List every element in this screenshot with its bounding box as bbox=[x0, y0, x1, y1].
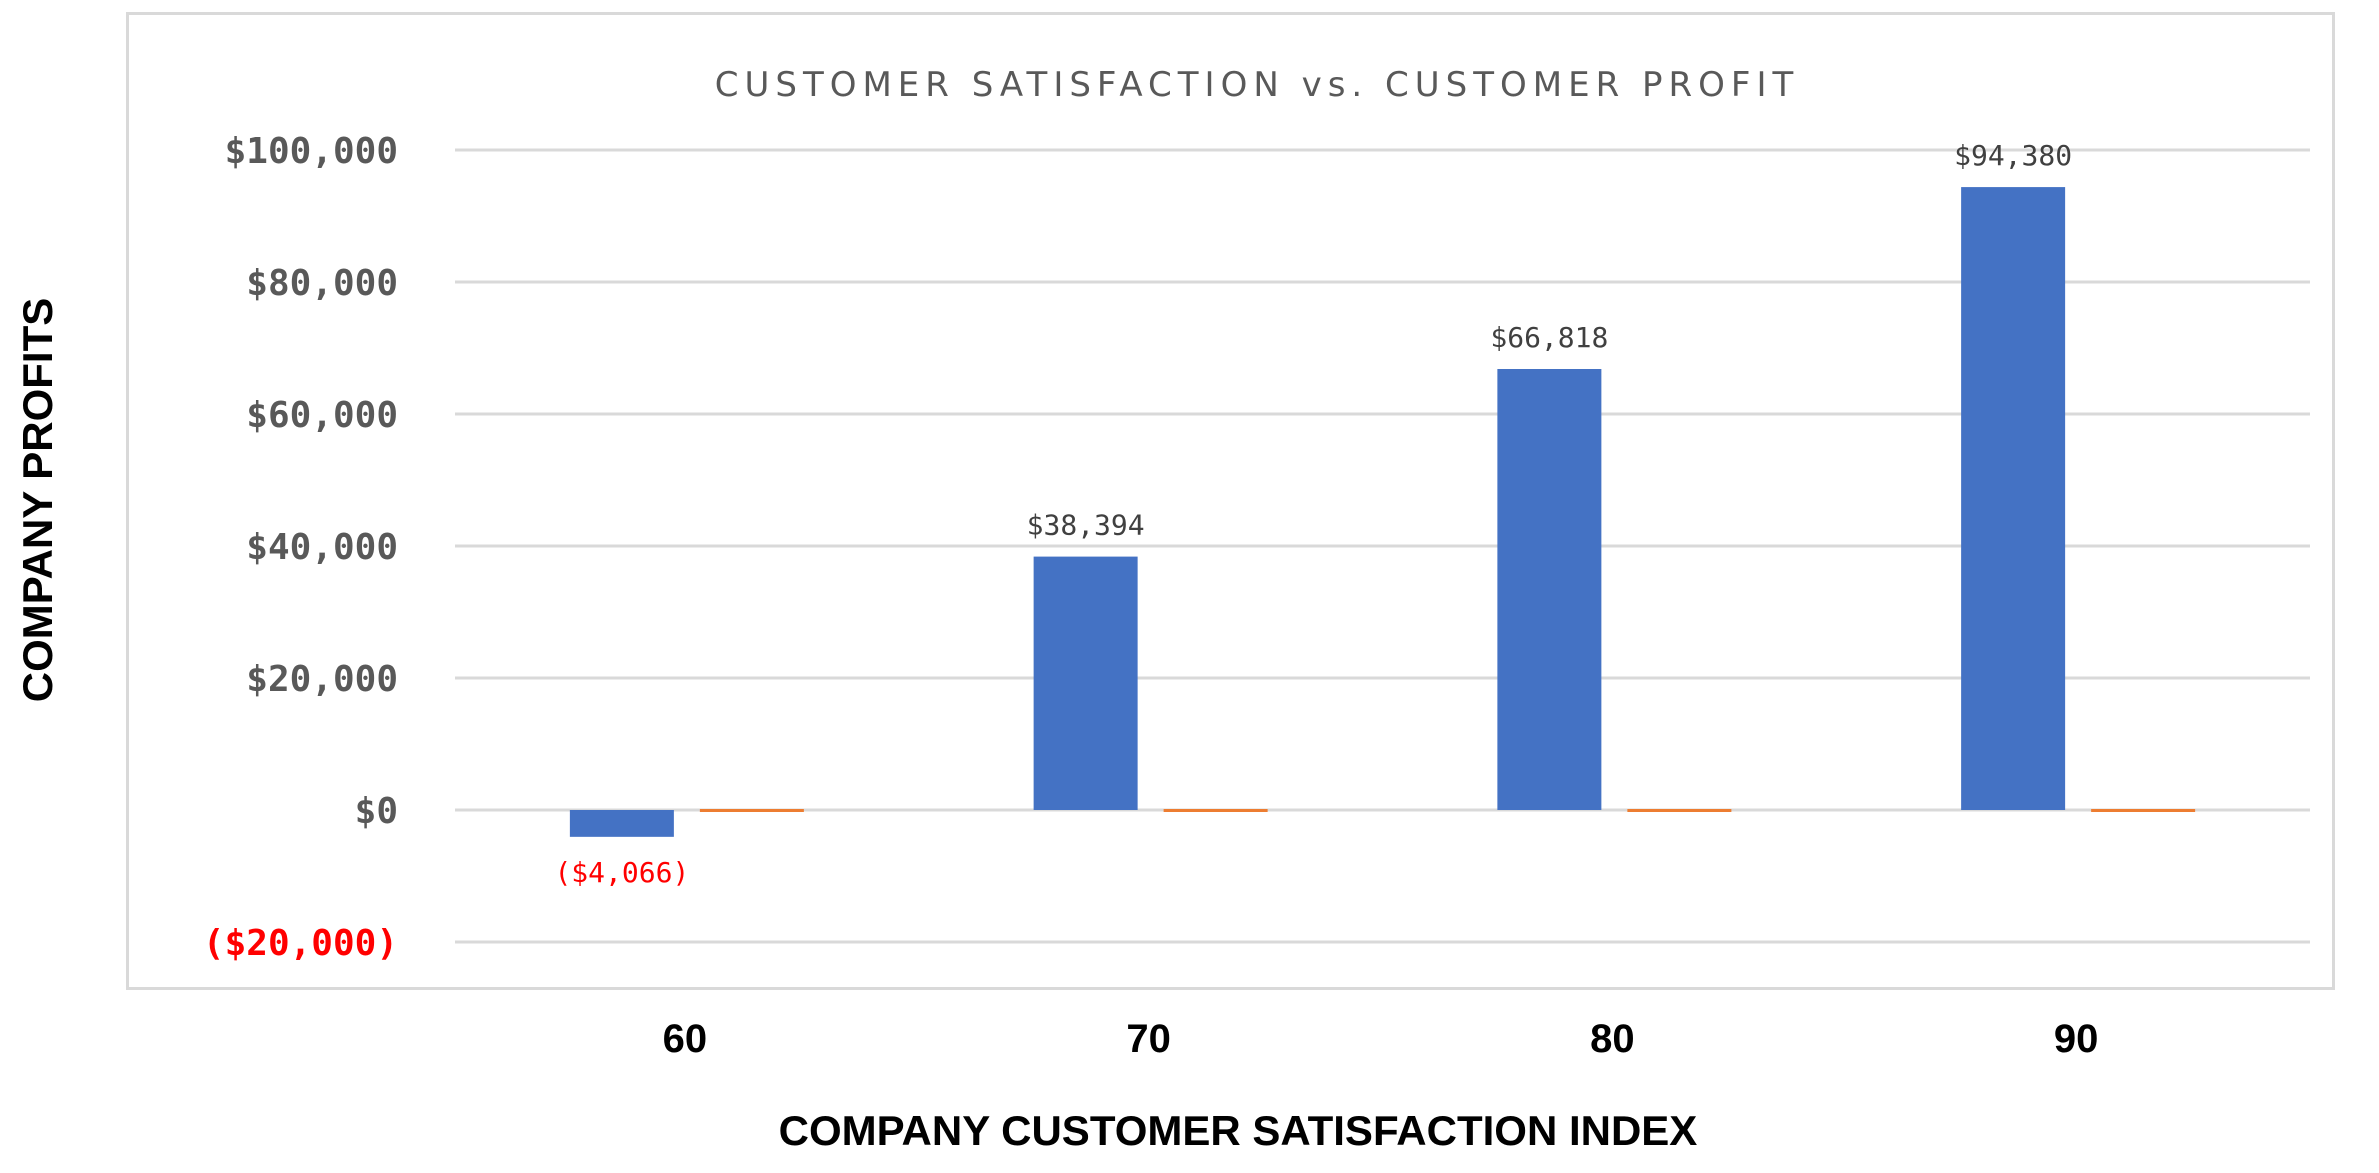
x-tick-label: 60 bbox=[663, 1017, 708, 1061]
x-tick-label: 90 bbox=[2054, 1017, 2099, 1061]
bar-series-2 bbox=[1627, 809, 1732, 812]
y-tick-label: $100,000 bbox=[225, 131, 398, 172]
bar-profit bbox=[1033, 556, 1138, 810]
y-tick-label: $20,000 bbox=[246, 659, 398, 700]
y-axis-title: COMPANY PROFITS bbox=[14, 298, 61, 702]
y-tick-label: $80,000 bbox=[246, 263, 398, 304]
x-tick-label: 80 bbox=[1590, 1017, 1635, 1061]
data-label: ($4,066) bbox=[554, 856, 689, 889]
y-tick-label: $40,000 bbox=[246, 527, 398, 568]
chart-title: CUSTOMER SATISFACTION vs. CUSTOMER PROFI… bbox=[715, 65, 1800, 105]
data-label: $38,394 bbox=[1027, 509, 1145, 542]
y-axis-ticks: $100,000 $80,000 $60,000 $40,000 $20,000 $0 ($… bbox=[203, 131, 398, 964]
data-labels: ($4,066) $38,394 $66,818 $94,380 bbox=[554, 139, 2072, 889]
y-tick-label: $0 bbox=[355, 791, 398, 832]
data-label: $66,818 bbox=[1490, 321, 1608, 354]
y-tick-label: ($20,000) bbox=[203, 923, 398, 964]
bar-profit bbox=[1497, 369, 1602, 810]
y-tick-label: $60,000 bbox=[246, 395, 398, 436]
bar-profit bbox=[569, 810, 674, 837]
x-axis-title: COMPANY CUSTOMER SATISFACTION INDEX bbox=[779, 1107, 1698, 1154]
x-tick-label: 70 bbox=[1126, 1017, 1171, 1061]
data-label: $94,380 bbox=[1954, 139, 2072, 172]
x-axis-ticks: 60 70 80 90 bbox=[663, 1017, 2099, 1061]
bars bbox=[569, 187, 2196, 837]
bar-series-2 bbox=[2091, 809, 2196, 812]
bar-series-2 bbox=[699, 809, 804, 812]
bar-series-2 bbox=[1163, 809, 1268, 812]
bar-profit bbox=[1961, 187, 2066, 811]
